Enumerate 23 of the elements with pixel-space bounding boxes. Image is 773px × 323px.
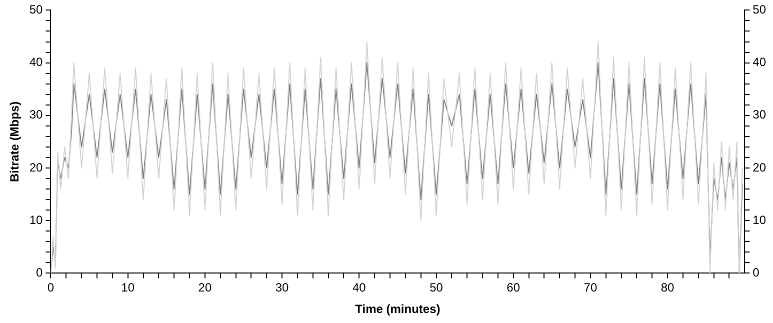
- y2-tick-label: 10: [752, 212, 766, 227]
- y2-tick-label: 30: [752, 108, 766, 122]
- y-tick-label: 20: [29, 160, 44, 174]
- x-tick-label: 40: [352, 280, 366, 295]
- y-tick-label: 40: [29, 55, 44, 70]
- y-tick-label: 10: [29, 212, 44, 227]
- x-tick-label: 20: [198, 280, 212, 295]
- y2-tick-label: 20: [752, 160, 766, 174]
- x-tick-label: 10: [121, 280, 135, 295]
- x-tick-label: 50: [430, 280, 444, 295]
- x-tick-label: 30: [275, 280, 290, 295]
- y-tick-label: 50: [29, 2, 44, 17]
- y-tick-label: 0: [36, 266, 44, 280]
- x-axis-title: Time (minutes): [355, 302, 440, 316]
- y2-tick-label: 0: [752, 266, 760, 280]
- y2-tick-label: 50: [752, 2, 766, 17]
- y-tick-label: 30: [29, 108, 44, 122]
- y-axis-title: Bitrate (Mbps): [8, 101, 22, 182]
- x-tick-label: 60: [506, 280, 520, 295]
- y2-tick-label: 40: [752, 55, 766, 70]
- x-tick-label: 80: [660, 280, 675, 295]
- x-tick-label: 70: [584, 280, 598, 295]
- x-tick-label: 0: [47, 280, 54, 295]
